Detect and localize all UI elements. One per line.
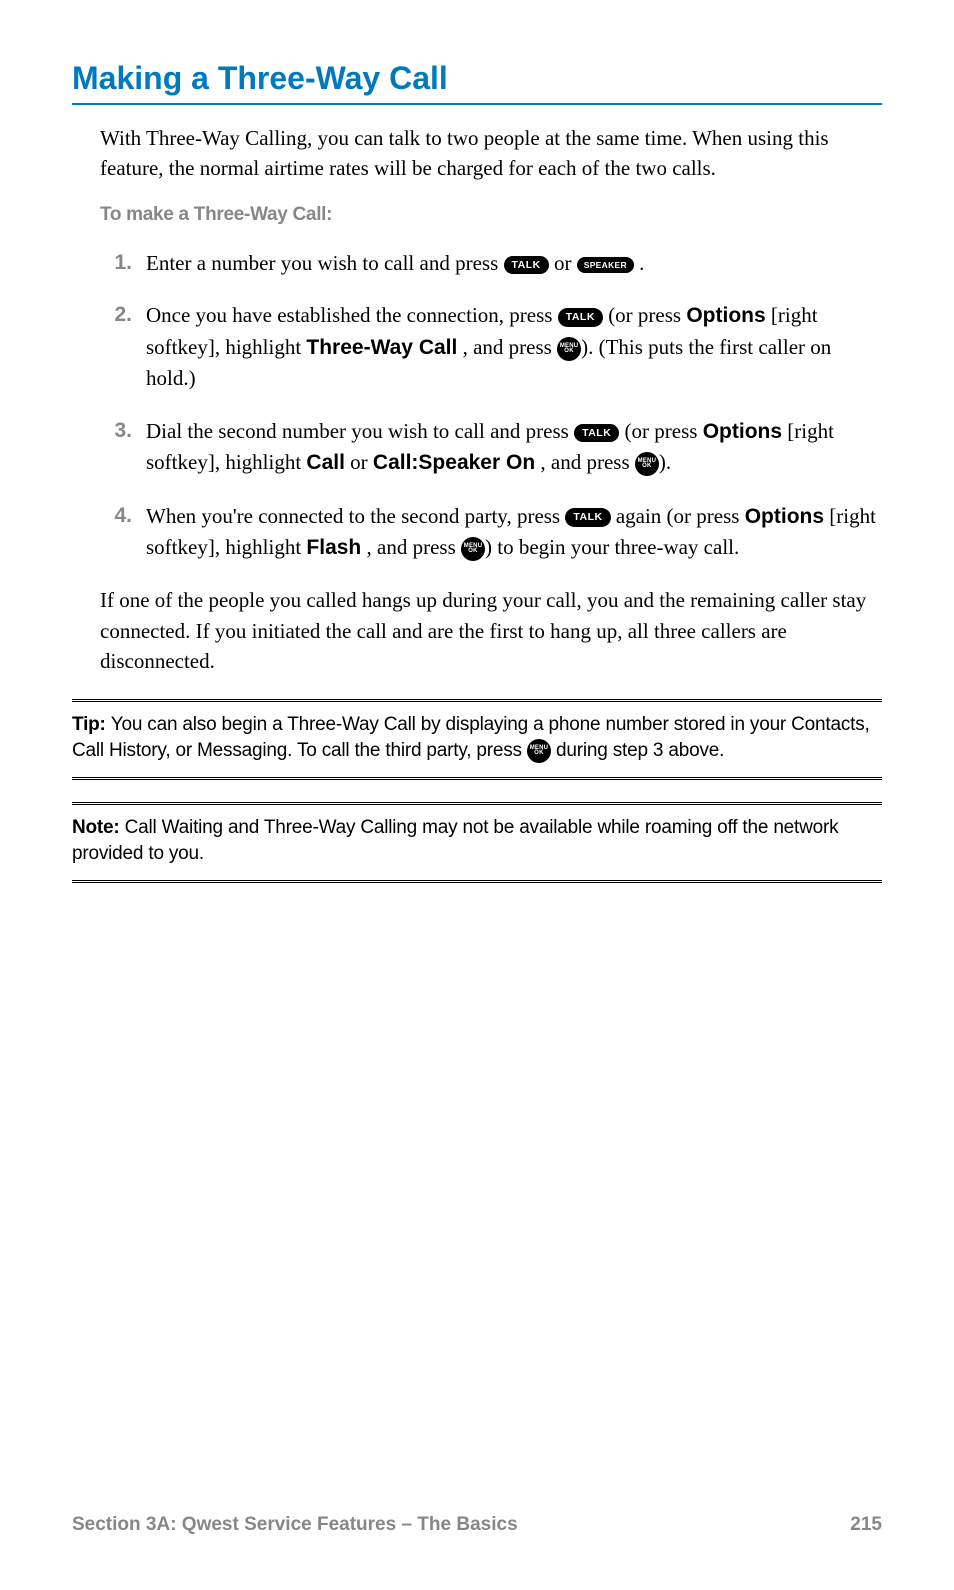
step-1: 1. Enter a number you wish to call and p…: [100, 248, 882, 278]
text: Enter a number you wish to call and pres…: [146, 251, 504, 275]
text: ).: [659, 450, 671, 474]
text: or: [350, 450, 373, 474]
page-title: Making a Three-Way Call: [72, 60, 882, 105]
step-3: 3. Dial the second number you wish to ca…: [100, 416, 882, 479]
talk-button-icon: TALK: [574, 424, 619, 443]
text: (or press: [608, 303, 686, 327]
footer-section: Section 3A: Qwest Service Features – The…: [72, 1514, 518, 1536]
intro-paragraph: With Three-Way Calling, you can talk to …: [100, 123, 882, 184]
text: (or press: [625, 419, 703, 443]
step-body: Once you have established the connection…: [146, 300, 882, 393]
options-label: Options: [703, 420, 782, 443]
text: , and press: [463, 335, 557, 359]
flash-label: Flash: [306, 536, 361, 559]
menu-ok-button-icon: MENUOK: [461, 537, 485, 561]
step-body: Dial the second number you wish to call …: [146, 416, 882, 479]
note-box: Note: Call Waiting and Three-Way Calling…: [72, 802, 882, 883]
footer-page-number: 215: [850, 1514, 882, 1536]
text: , and press: [367, 535, 461, 559]
post-steps-paragraph: If one of the people you called hangs up…: [100, 585, 882, 676]
tip-text: You can also begin a Three-Way Call by d…: [72, 714, 870, 762]
step-number: 2.: [100, 300, 146, 393]
note-lead: Note:: [72, 817, 125, 838]
text: or: [554, 251, 577, 275]
text: Dial the second number you wish to call …: [146, 419, 574, 443]
menu-ok-button-icon: MENUOK: [527, 739, 551, 763]
text: again (or press: [616, 504, 745, 528]
text: Once you have established the connection…: [146, 303, 558, 327]
talk-button-icon: TALK: [558, 308, 603, 327]
step-4: 4. When you're connected to the second p…: [100, 501, 882, 564]
menu-ok-button-icon: MENUOK: [635, 452, 659, 476]
step-number: 4.: [100, 501, 146, 564]
page-footer: Section 3A: Qwest Service Features – The…: [72, 1514, 882, 1536]
step-2: 2. Once you have established the connect…: [100, 300, 882, 393]
tip-box: Tip: You can also begin a Three-Way Call…: [72, 699, 882, 780]
text: .: [639, 251, 644, 275]
options-label: Options: [686, 304, 765, 327]
text: , and press: [540, 450, 634, 474]
talk-button-icon: TALK: [504, 256, 549, 275]
talk-button-icon: TALK: [565, 508, 610, 527]
step-body: Enter a number you wish to call and pres…: [146, 248, 882, 278]
call-speaker-on-label: Call:Speaker On: [373, 451, 535, 474]
steps-list: 1. Enter a number you wish to call and p…: [100, 248, 882, 564]
speaker-button-icon: SPEAKER: [577, 257, 634, 274]
tip-text: during step 3 above.: [551, 740, 724, 761]
step-number: 1.: [100, 248, 146, 278]
menu-ok-button-icon: MENUOK: [557, 337, 581, 361]
text: When you're connected to the second part…: [146, 504, 565, 528]
step-body: When you're connected to the second part…: [146, 501, 882, 564]
procedure-subhead: To make a Three-Way Call:: [100, 204, 882, 226]
note-text: Call Waiting and Three-Way Calling may n…: [72, 817, 838, 865]
text: ) to begin your three-way call.: [485, 535, 739, 559]
call-label: Call: [306, 451, 345, 474]
step-number: 3.: [100, 416, 146, 479]
options-label: Options: [745, 505, 824, 528]
tip-lead: Tip:: [72, 714, 111, 735]
three-way-call-label: Three-Way Call: [306, 336, 457, 359]
